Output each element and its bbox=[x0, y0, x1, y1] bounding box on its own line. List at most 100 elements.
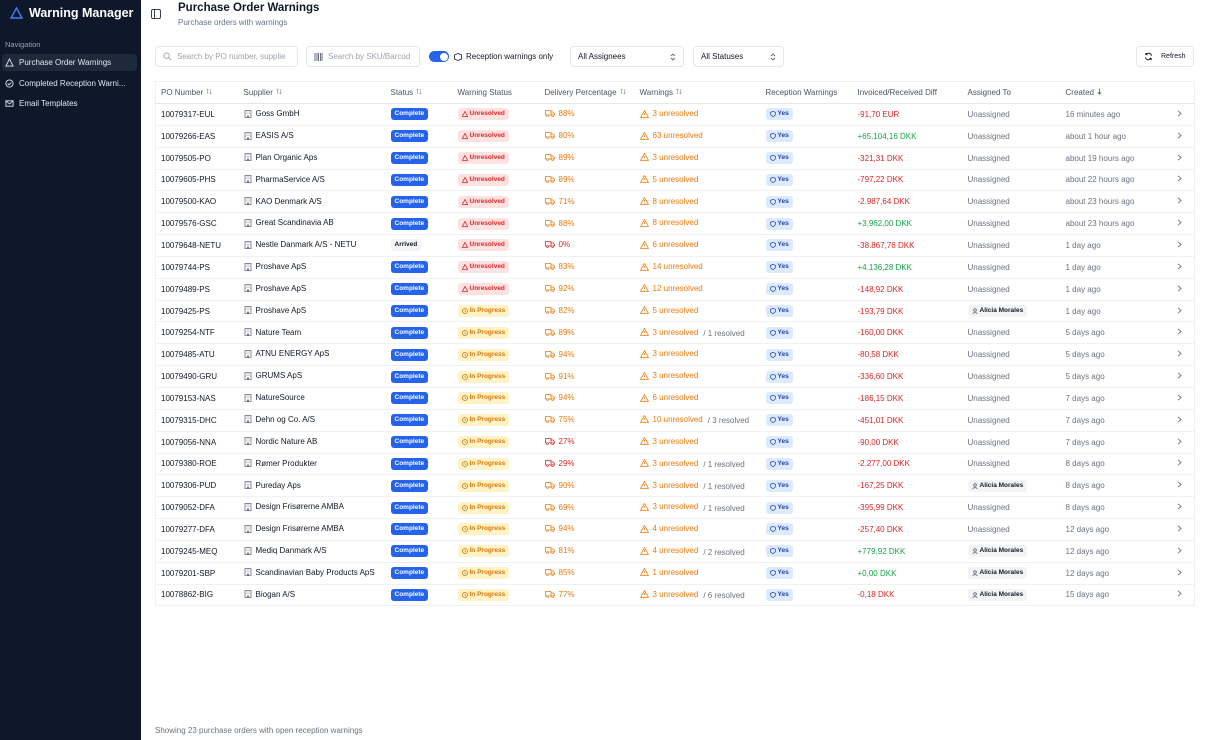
column-header[interactable]: Supplier bbox=[238, 81, 386, 104]
column-header[interactable]: Delivery Percentage bbox=[539, 81, 635, 104]
cell: -395,99 DKK bbox=[852, 496, 963, 520]
row-chevron[interactable] bbox=[1177, 438, 1182, 445]
cell: Unassigned bbox=[962, 496, 1061, 520]
table-row[interactable]: 10079576-GSC Great Scandinavia AB Complete… bbox=[155, 212, 1195, 236]
warning-status: In Progress bbox=[469, 438, 506, 446]
cell: Scandinavian Baby Products ApS bbox=[238, 562, 386, 585]
icon bbox=[639, 415, 649, 424]
cell bbox=[1160, 125, 1195, 148]
table-row[interactable]: 10079254-NTF Nature Team Complete In Progre… bbox=[155, 321, 1195, 345]
cell: Complete bbox=[385, 562, 453, 585]
table-row[interactable]: 10079380-ROE Rømer Produkter Complete In Pr… bbox=[155, 453, 1195, 476]
column-label: Assigned To bbox=[967, 88, 1011, 97]
table-row[interactable]: 10079245-MEQ Mediq Danmark A/S Complete In … bbox=[155, 540, 1195, 563]
icon bbox=[544, 503, 555, 511]
table-row[interactable]: 10079490-GRU GRUMS ApS Complete In Progress… bbox=[155, 365, 1195, 388]
reception: Yes bbox=[777, 569, 789, 577]
row-chevron[interactable] bbox=[1177, 328, 1182, 335]
table-row[interactable]: 10079489-PS Proshave ApS Complete Unresolve… bbox=[155, 278, 1195, 301]
created: 8 days ago bbox=[1065, 459, 1105, 469]
table-row[interactable]: 10079056-NNA Nordic Nature AB Complete In P… bbox=[155, 431, 1195, 454]
row-chevron[interactable] bbox=[1177, 372, 1182, 379]
toggle[interactable] bbox=[429, 51, 449, 62]
row-chevron[interactable] bbox=[1177, 132, 1182, 139]
cell bbox=[1160, 278, 1195, 301]
icon bbox=[461, 504, 468, 511]
table-row[interactable]: 10079744-PS Proshave ApS Complete Unresolve… bbox=[155, 256, 1195, 279]
row-chevron[interactable] bbox=[1177, 569, 1182, 576]
nav-item[interactable]: Completed Reception Warni... bbox=[2, 75, 137, 92]
supplier-name: Nordic Nature AB bbox=[255, 436, 318, 446]
table-row[interactable]: 10079500-KAO KAO Denmark A/S Complete Unres… bbox=[155, 190, 1195, 214]
status-select[interactable]: All Statuses bbox=[693, 46, 784, 67]
table-row[interactable]: 10079648-NETU Nestle Danmark A/S - NETU Ar… bbox=[155, 234, 1195, 257]
row-chevron[interactable] bbox=[1177, 306, 1182, 314]
refresh-button[interactable]: Refresh bbox=[1136, 46, 1194, 67]
warning-status: In Progress bbox=[469, 416, 506, 424]
row-chevron[interactable] bbox=[1177, 110, 1182, 117]
row-chevron[interactable] bbox=[1177, 416, 1182, 423]
row-chevron[interactable] bbox=[1177, 241, 1182, 248]
cell: In Progress bbox=[452, 387, 540, 410]
cell: -257,40 DKK bbox=[852, 518, 963, 541]
sidebar-toggle[interactable] bbox=[151, 9, 161, 19]
icon bbox=[544, 569, 555, 576]
icon bbox=[769, 592, 776, 598]
warning-status: In Progress bbox=[469, 590, 506, 598]
row-chevron[interactable] bbox=[1177, 547, 1182, 554]
cell bbox=[1160, 431, 1195, 454]
row-chevron[interactable] bbox=[1177, 285, 1182, 292]
table-row[interactable]: 10079505-PO Plan Organic Aps Complete Unres… bbox=[155, 147, 1195, 170]
resolved-count: / 1 resolved bbox=[703, 503, 745, 513]
table-row[interactable]: 10079201-SBP Scandinavian Baby Products A… bbox=[155, 562, 1195, 585]
cell: 1 unresolved bbox=[634, 562, 761, 585]
row-chevron[interactable] bbox=[1177, 590, 1182, 598]
delivery-percentage: 92% bbox=[558, 284, 575, 294]
search-sku[interactable]: Search by SKU/Barcod bbox=[306, 46, 420, 67]
row-chevron[interactable] bbox=[1177, 175, 1182, 182]
table-row[interactable]: 10079153-NAS NatureSource Complete In Progr… bbox=[155, 387, 1195, 410]
unresolved-count: 14 unresolved bbox=[652, 262, 703, 272]
table-row[interactable]: 10079485-ATU ATNU ENERGY ApS Complete In Pr… bbox=[155, 343, 1195, 367]
assignee-badge: Alicia Morales bbox=[967, 305, 1028, 318]
diff: -160,00 DKK bbox=[857, 328, 904, 338]
row-chevron[interactable] bbox=[1177, 525, 1182, 532]
cell: 10079277-DFA bbox=[155, 518, 239, 541]
warning-status-badge: In Progress bbox=[457, 523, 510, 536]
table-row[interactable]: 10079425-PS Proshave ApS Complete In Progre… bbox=[155, 300, 1195, 323]
column-header[interactable]: Status bbox=[385, 81, 453, 104]
table-row[interactable]: 10079315-DHC Dehn og Co. A/S Complete In Pr… bbox=[155, 409, 1195, 432]
icon bbox=[544, 394, 555, 402]
icon bbox=[971, 592, 978, 598]
reception: Yes bbox=[777, 285, 789, 293]
status-badge: Complete bbox=[390, 283, 429, 296]
row-chevron[interactable] bbox=[1177, 350, 1182, 357]
row-chevron[interactable] bbox=[1177, 154, 1182, 161]
column-header[interactable]: Warnings bbox=[634, 81, 761, 104]
row-chevron[interactable] bbox=[1177, 263, 1182, 270]
table-row[interactable]: 10079266-EAS EASIS A/S Complete Unresolved 8… bbox=[155, 125, 1195, 148]
table-row[interactable]: 10079277-DFA Design Frisørerne AMBA Comple… bbox=[155, 518, 1195, 541]
icon bbox=[971, 570, 978, 577]
table-row[interactable]: 10078862-BIG Biogan A/S Complete In Progres… bbox=[155, 584, 1195, 607]
created: 1 day ago bbox=[1065, 240, 1101, 250]
column-header[interactable]: PO Number bbox=[155, 81, 239, 104]
search-po[interactable]: Search by PO number, supplie bbox=[155, 46, 298, 67]
table-row[interactable]: 10079605-PHS PharmaService A/S Complete Unr… bbox=[155, 169, 1195, 192]
table-row[interactable]: 10079306-PUD Pureday Aps Complete In Progre… bbox=[155, 474, 1195, 498]
row-chevron[interactable] bbox=[1177, 219, 1182, 226]
row-chevron[interactable] bbox=[1177, 197, 1182, 204]
table-row[interactable]: 10079317-EUL Goss GmbH Complete Unresolved 8… bbox=[155, 103, 1195, 126]
cell: Yes bbox=[760, 409, 853, 432]
cell: In Progress bbox=[452, 453, 540, 476]
cell bbox=[1160, 169, 1195, 192]
row-chevron[interactable] bbox=[1177, 481, 1182, 488]
row-chevron[interactable] bbox=[1177, 503, 1182, 510]
table-row[interactable]: 10079052-DFA Design Frisørerne AMBA Comple… bbox=[155, 496, 1195, 520]
row-chevron[interactable] bbox=[1177, 459, 1182, 466]
nav-item[interactable]: Email Templates bbox=[2, 95, 137, 112]
column-header[interactable]: Created bbox=[1060, 81, 1161, 104]
row-chevron[interactable] bbox=[1177, 394, 1182, 401]
nav-item[interactable]: Purchase Order Warnings bbox=[2, 54, 137, 71]
assignee-select[interactable]: All Assignees bbox=[570, 46, 684, 67]
